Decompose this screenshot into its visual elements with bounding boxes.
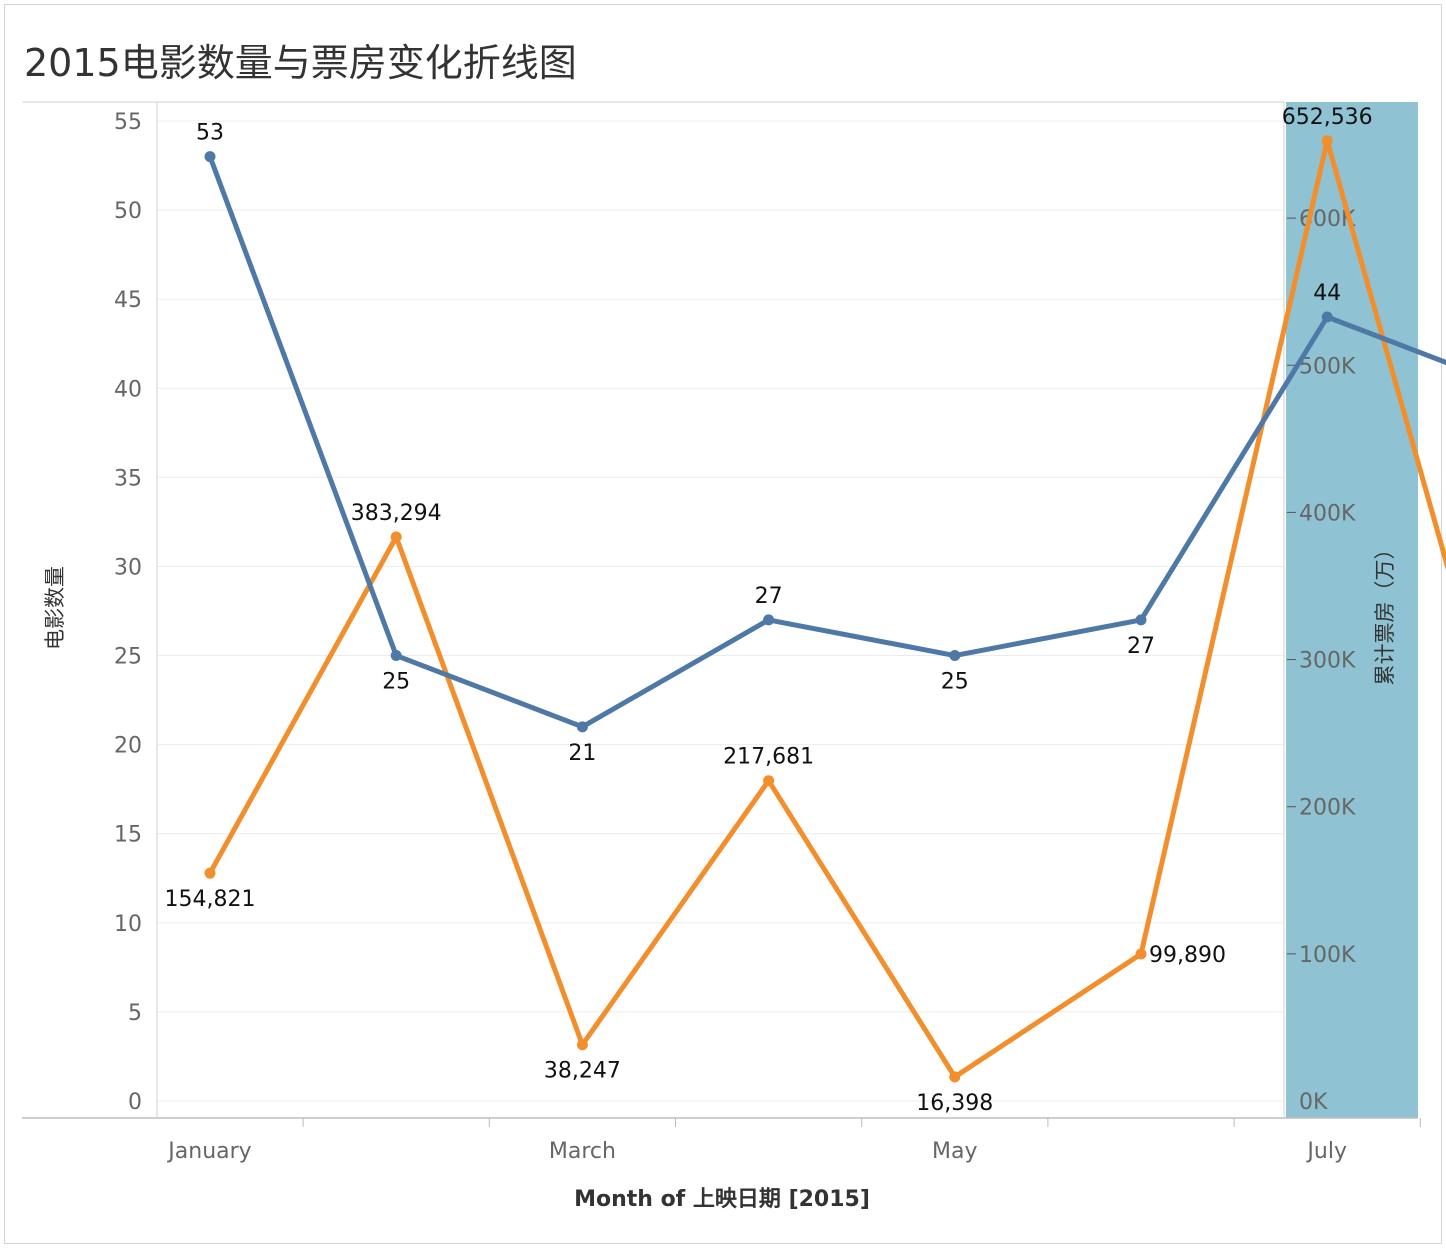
y-tick-label: 50 bbox=[114, 199, 142, 224]
axes: 0 5 10 15 20 25 30 35 40 45 50 55 0K 100K 200K 300K 400K… bbox=[22, 101, 1421, 1212]
y-tick-label: 30 bbox=[114, 555, 142, 580]
data-point bbox=[390, 650, 402, 662]
data-label: 652,536 bbox=[1282, 105, 1373, 130]
data-point bbox=[204, 867, 216, 879]
y2-axis-title: 累计票房（万） bbox=[1373, 539, 1397, 686]
series-line-count bbox=[207, 154, 1446, 730]
data-point bbox=[1321, 311, 1333, 323]
y2-tick-label: 300K bbox=[1299, 649, 1356, 674]
data-label: 27 bbox=[755, 584, 783, 609]
data-point bbox=[1135, 614, 1147, 626]
x-tick-label: July bbox=[1305, 1139, 1347, 1164]
series-lines bbox=[204, 135, 1446, 1083]
data-label: 53 bbox=[196, 121, 224, 146]
data-label: 25 bbox=[941, 670, 969, 695]
data-point bbox=[576, 1039, 588, 1051]
y2-tick-label: 0K bbox=[1299, 1090, 1328, 1115]
y-tick-label: 20 bbox=[114, 734, 142, 759]
data-label: 21 bbox=[568, 741, 596, 766]
data-label: 38,247 bbox=[544, 1059, 621, 1084]
y-tick-label: 10 bbox=[114, 912, 142, 937]
x-tick-label: January bbox=[166, 1139, 251, 1164]
y-tick-label: 45 bbox=[114, 288, 142, 313]
y-axis-title: 电影数量 bbox=[43, 566, 67, 650]
data-point bbox=[390, 531, 402, 543]
data-point bbox=[1135, 948, 1147, 960]
y-tick-label: 35 bbox=[114, 466, 142, 491]
data-point bbox=[763, 775, 775, 787]
x-tick-label: March bbox=[549, 1139, 616, 1164]
grid-lines bbox=[157, 120, 1284, 1102]
chart-title: 2015电影数量与票房变化折线图 bbox=[24, 41, 577, 85]
data-label: 383,294 bbox=[351, 501, 442, 526]
data-point bbox=[1321, 135, 1333, 147]
series-line-boxoffice bbox=[207, 138, 1446, 1080]
y2-tick-label: 500K bbox=[1299, 354, 1356, 379]
data-label: 27 bbox=[1127, 634, 1155, 659]
data-label: 154,821 bbox=[165, 887, 256, 912]
x-tick-label: May bbox=[932, 1139, 977, 1164]
data-point bbox=[204, 151, 216, 163]
data-point bbox=[949, 1071, 961, 1083]
y2-tick-label: 400K bbox=[1299, 501, 1356, 526]
right-axis-band bbox=[1286, 102, 1418, 1118]
y-tick-label: 5 bbox=[128, 1001, 142, 1026]
plot-background bbox=[1286, 102, 1418, 1118]
y2-tick-label: 200K bbox=[1299, 796, 1356, 821]
data-label: 44 bbox=[1313, 281, 1341, 306]
data-label: 25 bbox=[382, 670, 410, 695]
data-point bbox=[763, 614, 775, 626]
data-label: 217,681 bbox=[723, 745, 814, 770]
y-tick-label: 25 bbox=[114, 645, 142, 670]
y-tick-label: 40 bbox=[114, 377, 142, 402]
data-point bbox=[949, 650, 961, 662]
x-axis-title: Month of 上映日期 [2015] bbox=[574, 1187, 870, 1212]
data-label: 99,890 bbox=[1149, 943, 1226, 968]
y2-tick-label: 100K bbox=[1299, 943, 1356, 968]
data-point bbox=[576, 721, 588, 733]
y-tick-label: 55 bbox=[114, 110, 142, 135]
y-tick-label: 15 bbox=[114, 823, 142, 848]
y-tick-label: 0 bbox=[128, 1090, 142, 1115]
chart-frame bbox=[4, 4, 1442, 1244]
data-label: 16,398 bbox=[916, 1091, 993, 1116]
data-labels: 154,821 383,294 38,247 217,681 16,398 99,890 6… bbox=[165, 105, 1373, 1116]
